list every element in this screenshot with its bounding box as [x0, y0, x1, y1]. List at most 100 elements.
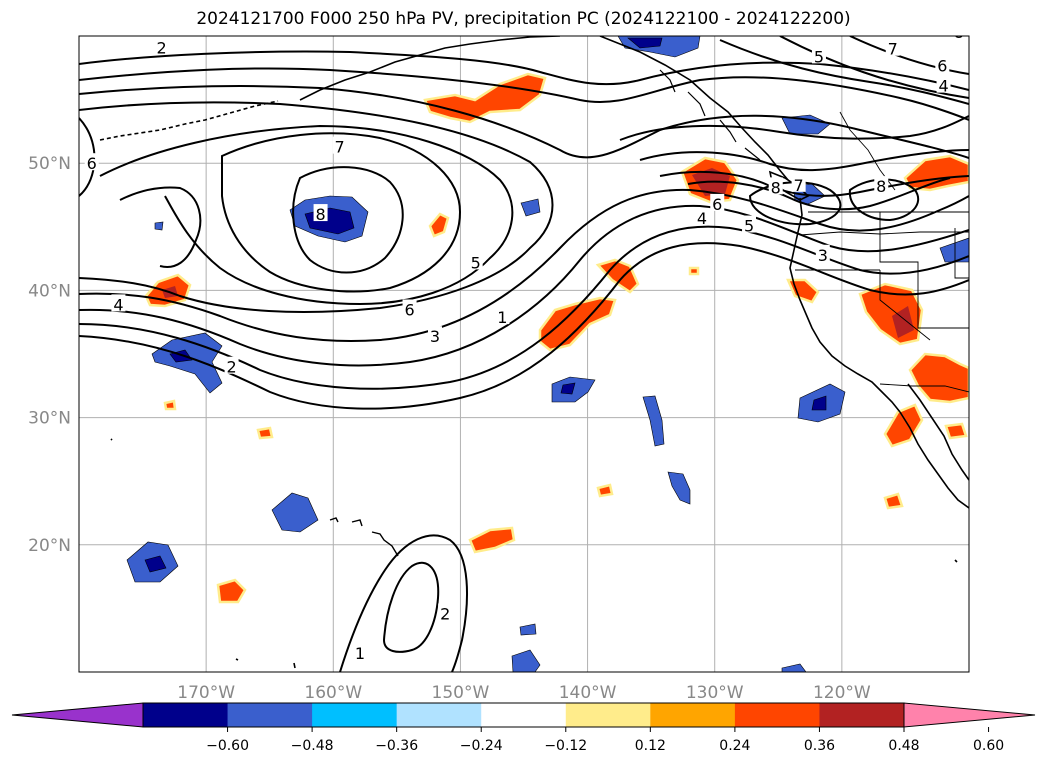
pos-area-sw-us [908, 352, 969, 404]
pos-area-south-2 [216, 578, 247, 604]
pv-contour-label: 8 [315, 205, 325, 224]
colorbar-tick-label: −0.24 [460, 738, 503, 754]
pv-contour-2-south-low [382, 561, 440, 653]
colorbar-tick-label: 0.24 [719, 738, 750, 754]
pv-contour-label: 3 [818, 246, 828, 265]
pv-contour-label: 6 [404, 300, 414, 319]
pv-contour-label: 4 [113, 295, 123, 314]
neg-area-east-edge [939, 237, 969, 263]
pv-contour-8-central [292, 166, 404, 274]
pv-label-background [154, 37, 169, 55]
pv-contour-3-north [79, 67, 969, 121]
lon-tick-label: 160°W [304, 683, 362, 703]
lat-tick-label: 50°N [28, 154, 71, 174]
pv-contour-5-ne [719, 39, 969, 105]
pv-label-background [768, 177, 783, 195]
colorbar-tick-label: −0.36 [375, 738, 418, 754]
us-west-coast [789, 197, 901, 413]
pos-area-small-1 [596, 483, 614, 498]
neg-area-small-1 [519, 623, 537, 636]
pv-contour-label: 8 [876, 177, 886, 196]
pv-contour-label: 7 [888, 40, 898, 59]
colorbar-bin [227, 703, 313, 727]
pos-area-mid-west [428, 212, 450, 238]
plot-title: 2024121700 F000 250 hPa PV, precipitatio… [196, 9, 851, 29]
pv-contour-label: 3 [430, 327, 440, 346]
colorbar-bin [819, 703, 905, 727]
island-dot-1 [110, 438, 113, 441]
pv-contour-label: 8 [771, 178, 781, 197]
pv-contour-label: 6 [87, 154, 97, 173]
island-dot-2 [954, 559, 958, 563]
pos-area-small-4 [256, 426, 274, 440]
neg-area-small-2 [520, 198, 541, 217]
pv-contour-closed-east [748, 181, 842, 226]
pv-label-background [313, 204, 328, 222]
pv-contour-2-south [79, 225, 969, 390]
pv-label-background [885, 38, 900, 56]
pv-contour-label: 6 [937, 56, 947, 75]
neg-area-small-4 [781, 663, 807, 672]
pv-contour-label: 2 [226, 358, 236, 377]
pv-label-background [84, 153, 99, 171]
colorbar-frame [142, 702, 905, 728]
pv-label-background [811, 46, 826, 64]
neg-area-offshore-ca-core [811, 395, 827, 411]
border-id [879, 212, 969, 329]
baja-gulf-coast [907, 383, 969, 481]
negative-anomaly-areas [126, 36, 969, 672]
island-dot-3 [293, 662, 296, 669]
hawaii-islands [329, 517, 399, 557]
colorbar-extend-high [903, 702, 1036, 728]
colorbar-tick-label: −0.48 [291, 738, 334, 754]
colorbar-bin [481, 703, 567, 727]
neg-area-mid-1-core [560, 382, 576, 395]
pos-area-small-6 [688, 266, 700, 276]
colorbar-extend-low [11, 702, 144, 728]
pv-contour-6-central [99, 124, 514, 306]
pv-contour-label: 6 [712, 195, 722, 214]
pv-label-background [224, 356, 239, 374]
precipitation-anomaly-fills [126, 36, 969, 672]
longitude-tick-labels: 170°W 160°W 150°W 140°W 130°W 120°W [177, 683, 871, 703]
pv-contour-label: 4 [697, 209, 707, 228]
pos-area-mid-2 [595, 258, 640, 294]
pos-area-mid-1 [538, 296, 617, 352]
pv-label-background [468, 252, 483, 270]
pv-label-background [710, 193, 725, 211]
pv-contour-label: 1 [497, 308, 507, 327]
pos-area-small-5 [163, 399, 177, 411]
pv-contour-4-north [79, 85, 969, 159]
baja-california [899, 411, 969, 509]
pv-contour-6-east [639, 149, 969, 172]
colorbar-tick-label: 0.60 [973, 738, 1004, 754]
colorbar-bin [396, 703, 482, 727]
pv-label-background [695, 207, 709, 225]
pv-label-background [935, 55, 950, 73]
neg-area-small-3 [154, 221, 164, 231]
pv-contours [79, 36, 969, 672]
neg-area-south [511, 649, 541, 672]
neg-area-west [151, 332, 223, 394]
lat-tick-label: 30°N [28, 409, 71, 429]
pv-label-background [428, 326, 442, 344]
pv-contour-label: 2 [157, 38, 167, 57]
pv-contour-west-wiggle [119, 186, 202, 268]
colorbar-tick-label: 0.48 [888, 738, 919, 754]
pv-contour-label: 5 [744, 217, 754, 236]
lon-tick-label: 140°W [559, 683, 617, 703]
pv-contour-7-central [221, 132, 462, 293]
neg-area-south-central [271, 492, 319, 533]
lon-tick-label: 150°W [432, 683, 490, 703]
colorbar-tick-label: 0.36 [804, 738, 835, 754]
pv-contour-2-north [79, 50, 969, 91]
borders [795, 111, 969, 393]
lon-tick-label: 120°W [813, 683, 871, 703]
pv-label-background [438, 603, 453, 621]
pv-contour-3-south [79, 204, 969, 367]
neg-area-mid-3 [667, 471, 691, 505]
graticule-grid [79, 36, 969, 672]
colorbar-bin [312, 703, 398, 727]
pv-contour-1-south [79, 242, 969, 410]
map-background [79, 36, 969, 672]
